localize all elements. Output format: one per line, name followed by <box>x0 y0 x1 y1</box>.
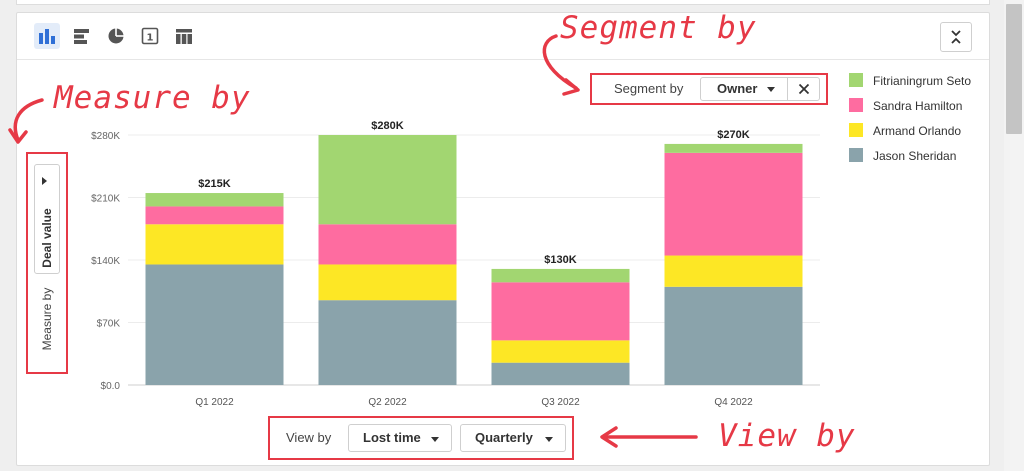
chevron-down-icon <box>545 437 553 442</box>
x-tick-label: Q4 2022 <box>714 397 753 408</box>
measure-by-select[interactable]: Deal value <box>34 164 60 274</box>
x-tick-label: Q2 2022 <box>368 397 407 408</box>
bar-segment <box>145 193 284 207</box>
segment-by-value: Owner <box>717 81 758 96</box>
chevron-down-icon <box>431 437 439 442</box>
segment-by-annotation: Segment by <box>560 10 757 46</box>
pie-chart-icon <box>108 28 124 44</box>
bar-total-label: $280K <box>371 120 403 132</box>
measure-by-annotation: Measure by <box>54 80 251 116</box>
view-by-control: View by Lost time Quarterly <box>268 416 574 460</box>
bar-total-label: $215K <box>198 178 230 190</box>
pie-chart-button[interactable] <box>103 23 129 49</box>
table-icon <box>176 29 192 44</box>
view-by-annotation: View by <box>718 418 856 454</box>
legend-swatch <box>849 73 863 87</box>
y-tick-label: $280K <box>91 131 120 142</box>
horizontal-bar-icon <box>74 29 89 44</box>
chevron-right-icon <box>42 177 47 185</box>
bar-segment <box>145 264 284 385</box>
single-value-button[interactable]: 1 <box>137 23 163 49</box>
segment-by-label: Segment by <box>614 81 684 96</box>
single-value-icon: 1 <box>141 27 159 45</box>
bar-segment <box>664 152 803 256</box>
close-icon <box>798 83 809 95</box>
chart-type-toolbar: 1 <box>17 13 989 60</box>
measure-by-value: Deal value <box>40 208 54 268</box>
bar-segment <box>491 282 630 341</box>
bar-segment <box>318 135 457 225</box>
bar-total-label: $130K <box>544 254 576 266</box>
bar-segment <box>318 300 457 385</box>
bar-segment <box>145 224 284 265</box>
legend-label: Fitrianingrum Seto <box>873 74 972 88</box>
bar-segment <box>491 362 630 385</box>
bar-segment <box>664 143 803 153</box>
measure-by-control: Deal value Measure by <box>26 152 68 374</box>
page-scrollbar[interactable] <box>1004 0 1024 471</box>
segment-clear-button[interactable] <box>787 77 820 101</box>
segment-by-control: Segment by Owner <box>590 73 828 105</box>
view-by-time-value: Lost time <box>363 430 421 445</box>
bar-chart-icon <box>39 29 55 44</box>
legend-label: Jason Sheridan <box>873 149 957 163</box>
chevron-down-icon <box>767 87 775 92</box>
y-tick-label: $140K <box>91 256 120 267</box>
collapse-button[interactable] <box>940 22 972 52</box>
bar-segment <box>318 224 457 265</box>
legend-label: Sandra Hamilton <box>873 99 963 113</box>
legend-swatch <box>849 148 863 162</box>
svg-text:1: 1 <box>147 33 154 44</box>
x-tick-label: Q3 2022 <box>541 397 580 408</box>
view-by-time-select[interactable]: Lost time <box>348 424 452 452</box>
bar-segment <box>318 264 457 301</box>
view-by-interval-value: Quarterly <box>475 430 533 445</box>
previous-panel-edge <box>16 0 990 5</box>
bar-segment <box>491 268 630 283</box>
legend-swatch <box>849 123 863 137</box>
table-button[interactable] <box>171 23 197 49</box>
view-by-label: View by <box>286 430 332 445</box>
bar-segment <box>664 255 803 287</box>
collapse-icon <box>951 30 961 44</box>
bar-segment <box>145 206 284 225</box>
bar-total-label: $270K <box>717 129 749 141</box>
y-tick-label: $0.0 <box>101 381 121 392</box>
bar-chart-button[interactable] <box>34 23 60 49</box>
y-tick-label: $210K <box>91 194 120 205</box>
view-by-interval-select[interactable]: Quarterly <box>460 424 566 452</box>
legend-swatch <box>849 98 863 112</box>
horizontal-bar-button[interactable] <box>69 23 95 49</box>
legend-label: Armand Orlando <box>873 124 962 138</box>
bar-segment <box>664 286 803 385</box>
x-tick-label: Q1 2022 <box>195 397 234 408</box>
segment-by-select[interactable]: Owner <box>700 77 788 101</box>
y-tick-label: $70K <box>97 319 121 330</box>
bar-segment <box>491 340 630 363</box>
measure-by-label: Measure by <box>40 287 54 351</box>
scrollbar-thumb[interactable] <box>1006 4 1022 134</box>
